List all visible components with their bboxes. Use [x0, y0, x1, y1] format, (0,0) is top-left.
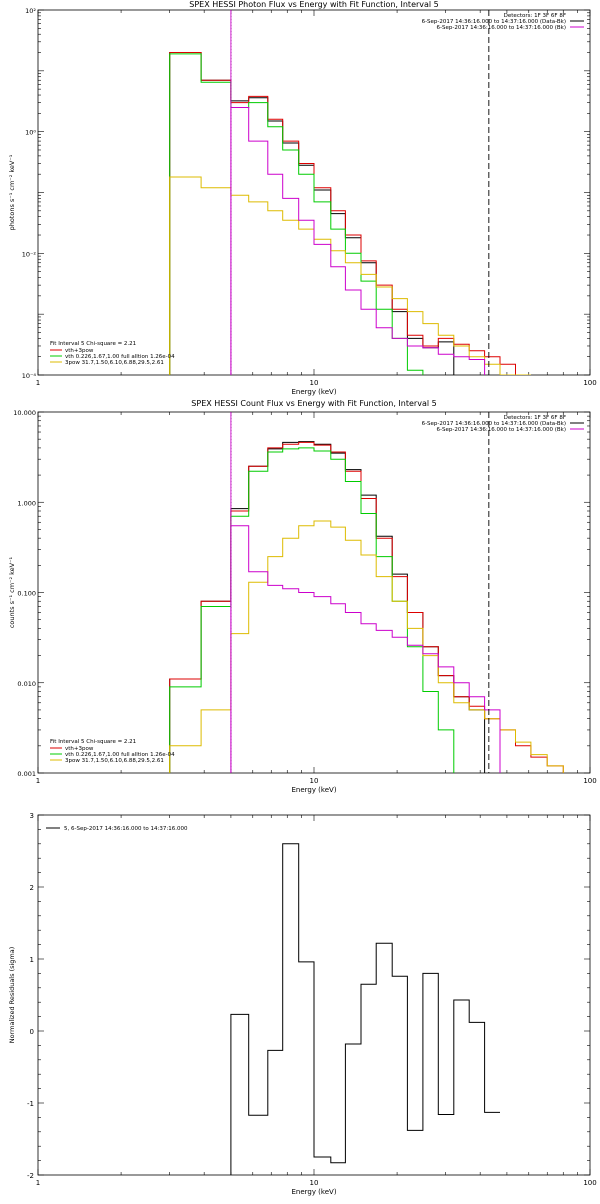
chart-panel-2: SPEX HESSI Count Flux vs Energy with Fit… — [8, 399, 597, 794]
y-tick-label: 2 — [30, 884, 34, 892]
y-tick-label: 10² — [25, 7, 36, 15]
y-axis-label: counts s⁻¹ cm⁻² keV⁻¹ — [8, 556, 16, 628]
plot-area — [169, 52, 531, 375]
fit-legend-entry: vth 0.226,1.67,1.00 full alltion 1.26e-0… — [65, 752, 175, 758]
y-tick-label: 10⁰ — [25, 129, 36, 137]
y-axis-label: Normalized Residuals (sigma) — [8, 947, 16, 1044]
x-tick-label: 1 — [36, 379, 40, 387]
y-tick-label: 0.010 — [17, 680, 36, 688]
y-tick-label: -2 — [27, 1172, 34, 1180]
y-tick-label: 0 — [30, 1028, 34, 1036]
y-tick-label: 10⁻⁴ — [22, 372, 37, 380]
y-tick-label: 10⁻² — [22, 250, 37, 258]
y-tick-label: 1 — [30, 956, 34, 964]
series-vth — [169, 447, 455, 773]
x-tick-label: 10 — [310, 1179, 319, 1187]
legend-top-entry: 5, 6-Sep-2017 14:36:16.000 to 14:37:16.0… — [64, 826, 188, 832]
plot-area — [169, 441, 564, 773]
y-axis-label: photons s⁻¹ cm⁻² keV⁻¹ — [8, 154, 16, 230]
legend-top-entry: 6-Sep-2017 14:36:16.000 to 14:37:16.000 … — [437, 25, 567, 31]
legend-top-entry: Detectors: 1F 3F 6F 8F — [504, 13, 566, 19]
series-3pow — [169, 520, 564, 773]
series-data-bk — [169, 441, 486, 773]
x-axis-label: Energy (keV) — [291, 388, 336, 396]
x-tick-label: 100 — [583, 379, 596, 387]
series-residuals — [230, 843, 500, 1175]
series-vth-3pow — [169, 441, 564, 773]
x-tick-label: 100 — [583, 1179, 596, 1187]
legend-top-entry: Detectors: 1F 3F 6F 8F — [504, 415, 566, 421]
series-vth-3pow — [169, 52, 516, 375]
legend-top-entry: 6-Sep-2017 14:36:16.000 to 14:37:16.000 … — [422, 421, 566, 427]
series-vth — [169, 53, 424, 375]
series-bk — [230, 107, 486, 375]
x-axis-label: Energy (keV) — [291, 786, 336, 794]
fit-legend-header: Fit Interval 5 Chi-square = 2.21 — [50, 739, 136, 745]
fit-legend-entry: vth 0.226,1.67,1.00 full alltion 1.26e-0… — [65, 354, 175, 360]
y-tick-label: -1 — [27, 1100, 34, 1108]
series-3pow — [169, 176, 531, 375]
x-tick-label: 100 — [583, 777, 596, 785]
chart-title: SPEX HESSI Count Flux vs Energy with Fit… — [191, 399, 436, 408]
y-tick-label: 10.000 — [13, 409, 36, 417]
chart-panel-3: 1 10 100 Energy (keV) -2 -1 0 1 2 3 Normalized Res… — [8, 812, 597, 1196]
series-bk — [230, 525, 501, 773]
y-tick-label: 0.100 — [17, 590, 36, 598]
fit-legend-entry: vth+3pow — [65, 348, 94, 354]
y-tick-label: 0.001 — [17, 770, 36, 778]
x-tick-label: 1 — [36, 777, 40, 785]
fit-legend-entry: 3pow 31.7,1.50,6.10,6.88,29.5,2.61 — [65, 758, 164, 764]
x-axis-label: Energy (keV) — [291, 1188, 336, 1196]
plot-area — [230, 843, 500, 1175]
fit-legend-entry: vth+3pow — [65, 746, 94, 752]
y-tick-label: 3 — [30, 812, 34, 820]
series-data-bk — [169, 52, 455, 375]
x-tick-label: 10 — [310, 777, 319, 785]
y-tick-label: 1.000 — [17, 499, 36, 507]
chart-title: SPEX HESSI Photon Flux vs Energy with Fi… — [189, 0, 439, 9]
x-tick-label: 10 — [310, 379, 319, 387]
fit-legend-entry: 3pow 31.7,1.50,6.10,6.88,29.5,2.61 — [65, 360, 164, 366]
chart-panel-1: SPEX HESSI Photon Flux vs Energy with Fi… — [8, 0, 597, 396]
legend-top-entry: 6-Sep-2017 14:36:16.000 to 14:37:16.000 … — [437, 427, 567, 433]
x-tick-label: 1 — [36, 1179, 40, 1187]
fit-legend-header: Fit Interval 5 Chi-square = 2.21 — [50, 341, 136, 347]
legend-top-entry: 6-Sep-2017 14:36:16.000 to 14:37:16.000 … — [422, 19, 566, 25]
